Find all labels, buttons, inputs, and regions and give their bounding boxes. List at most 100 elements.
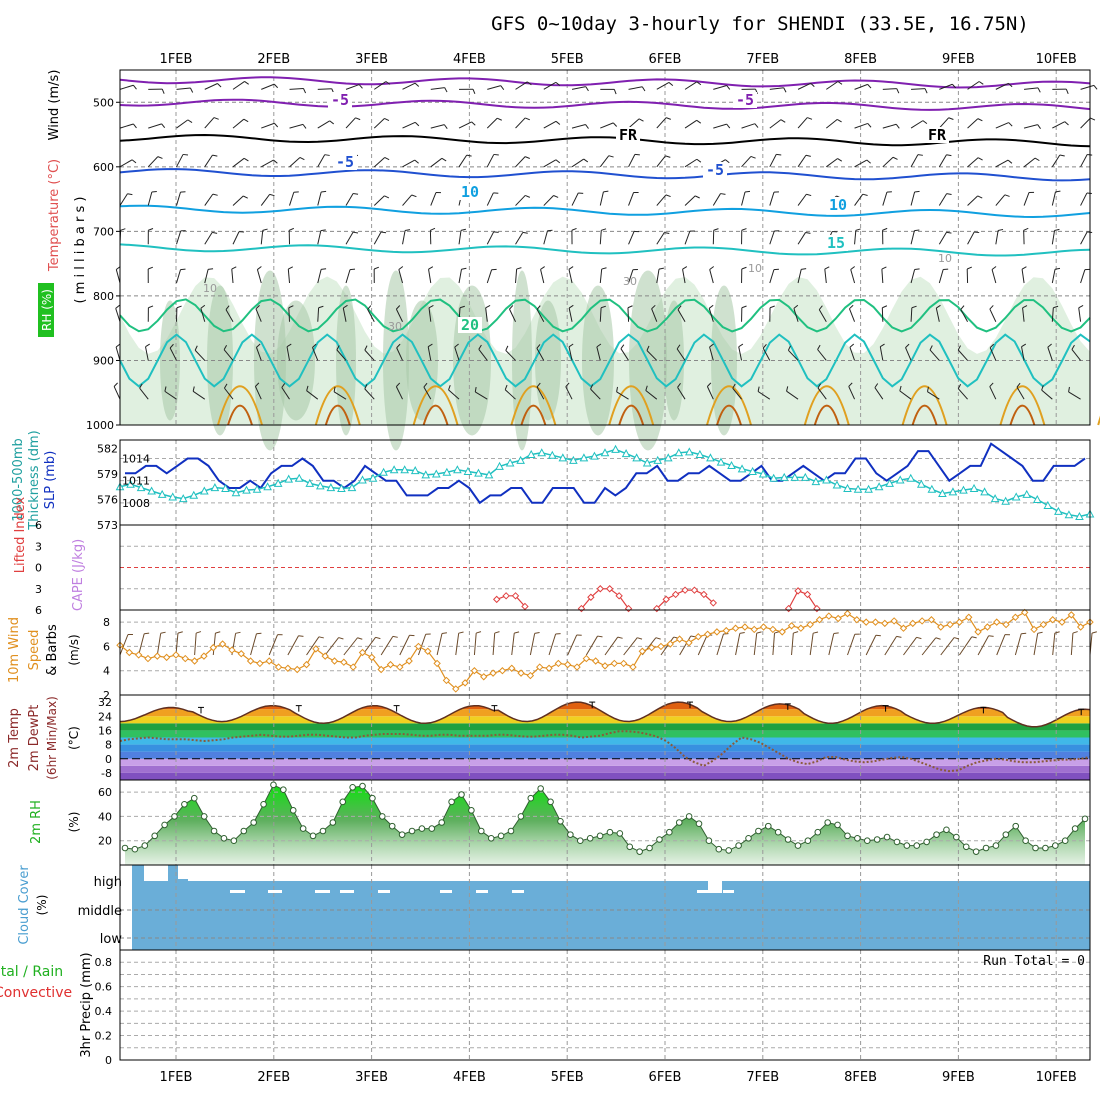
wind-barb-shaft	[716, 633, 724, 656]
isotherm-label: -5	[336, 153, 354, 171]
wind-barb-shaft	[373, 118, 385, 129]
panel-slp-thickness: 582 579 576 573 1014 1011 1008 1000-500mb Thickn…	[11, 430, 1095, 532]
wind-barb-shaft	[977, 635, 990, 656]
wind-barb-flag	[929, 345, 933, 351]
wind-barb-flag	[428, 305, 434, 309]
wind-barb-flag	[555, 159, 561, 164]
wind-barb-flag	[874, 383, 879, 388]
wind-barb-shaft	[628, 118, 640, 129]
wind-speed-point	[787, 622, 796, 630]
thickness-point	[558, 453, 568, 462]
thickness-point	[853, 484, 863, 493]
isotherm-label-bg	[824, 235, 848, 251]
wind-speed-point	[405, 657, 413, 665]
rh-point	[438, 819, 446, 826]
wind-barb-shaft	[571, 192, 579, 206]
wind-barb-flag	[381, 231, 387, 234]
rh-point	[1061, 837, 1069, 845]
wind-barb-flag	[957, 345, 961, 351]
wind-barb-shaft	[738, 346, 743, 361]
wind-barb-flag	[837, 158, 843, 162]
bottom-date-7FEB: 7FEB	[746, 1070, 779, 1085]
wind-barb-flag	[665, 155, 671, 158]
precip-tick-label: 0.6	[95, 981, 113, 994]
wind-speed-point	[162, 653, 171, 662]
wind-barb-shaft	[628, 86, 643, 90]
wind-barb-flag	[534, 632, 540, 634]
wind-barb-flag	[281, 383, 286, 388]
wind-barb-shaft	[254, 386, 262, 400]
wind-barb-shaft	[1023, 157, 1036, 168]
rh-point	[666, 828, 673, 836]
wind-speed-point	[536, 663, 544, 671]
wind-barb-shaft	[231, 269, 234, 284]
thickness-point	[200, 486, 209, 495]
isotherm-arch-35	[422, 404, 449, 426]
cloud-clear-gap	[340, 890, 354, 893]
wind-barb-shaft	[543, 159, 557, 168]
wind-barb-flag	[1041, 385, 1044, 391]
wind-barb-shaft	[677, 309, 686, 322]
rh-point	[854, 834, 861, 842]
rh-point	[477, 827, 485, 835]
wind-barb-shaft	[753, 633, 758, 656]
wind-barb-flag	[1055, 190, 1061, 193]
wind-barb-flag	[585, 124, 589, 129]
rh-point	[388, 822, 396, 830]
wind-barb-flag	[810, 82, 815, 88]
wind-barb-flag	[223, 345, 228, 350]
thickness-point	[389, 465, 399, 474]
pressure-tick-label: 900	[93, 354, 114, 367]
thickness-point	[600, 448, 610, 457]
wind-speed-point	[927, 616, 936, 624]
run-total-label: Run Total = 0	[983, 954, 1085, 969]
wind-barb-flag	[540, 266, 545, 270]
wind-barb-flag	[494, 631, 500, 634]
rh-label: 10	[203, 282, 217, 295]
thickness-point	[769, 473, 779, 482]
wind-speed-point	[731, 624, 740, 632]
isotherm-label: -5	[331, 91, 349, 109]
rh-point	[675, 819, 683, 826]
wind-barb-flag	[600, 305, 607, 309]
wind-barb-flag	[398, 266, 404, 270]
wind-barb-flag	[627, 305, 633, 309]
thickness-point	[147, 486, 156, 495]
wind-barb-flag	[989, 382, 994, 387]
wind-barb-flag	[396, 343, 401, 349]
bottom-date-labels: 1FEB 2FEB 3FEB 4FEB 5FEB 6FEB 7FEB 8FEB 9FEB 10FE…	[160, 1070, 1077, 1085]
wind-barb-flag	[805, 231, 811, 234]
wind-speed-point	[675, 635, 684, 643]
rh-label: 10	[938, 252, 952, 265]
wind-barb-flag	[525, 194, 531, 198]
wind-barb-shaft	[261, 122, 275, 129]
wind-barb-shaft	[623, 637, 638, 656]
rh-point	[685, 813, 693, 820]
wind-barb-shaft	[287, 635, 299, 656]
isotherm-arch-35	[911, 404, 938, 426]
rh-point	[171, 813, 178, 820]
wind-barb-flag	[787, 345, 791, 351]
wind-barb-shaft	[599, 155, 610, 168]
wind-speed-point	[480, 673, 488, 681]
rh-point	[844, 832, 851, 840]
wind-speed-point	[899, 624, 908, 632]
wind-barb-shaft	[317, 154, 326, 168]
rh-point	[131, 845, 139, 853]
thickness-point	[516, 455, 525, 464]
thickness-point	[442, 467, 452, 476]
wind-barb-flag	[641, 86, 646, 92]
wind-barb-flag	[127, 193, 133, 196]
wind-barb-shaft	[599, 230, 602, 245]
wind-barb-flag	[485, 305, 491, 309]
wind-barb-flag	[603, 190, 609, 193]
cloud-clear-gap	[315, 890, 330, 893]
wind-barb-shaft	[911, 88, 926, 90]
wind-barb-shaft	[684, 195, 696, 206]
wind-barb-flag	[783, 87, 787, 93]
wind-speed-point	[228, 646, 236, 654]
isotherm-arch-35	[227, 404, 253, 426]
wind-barb-flag	[805, 154, 811, 157]
wind-barb-shaft	[910, 269, 916, 284]
isotherm-arch-35	[520, 404, 547, 426]
